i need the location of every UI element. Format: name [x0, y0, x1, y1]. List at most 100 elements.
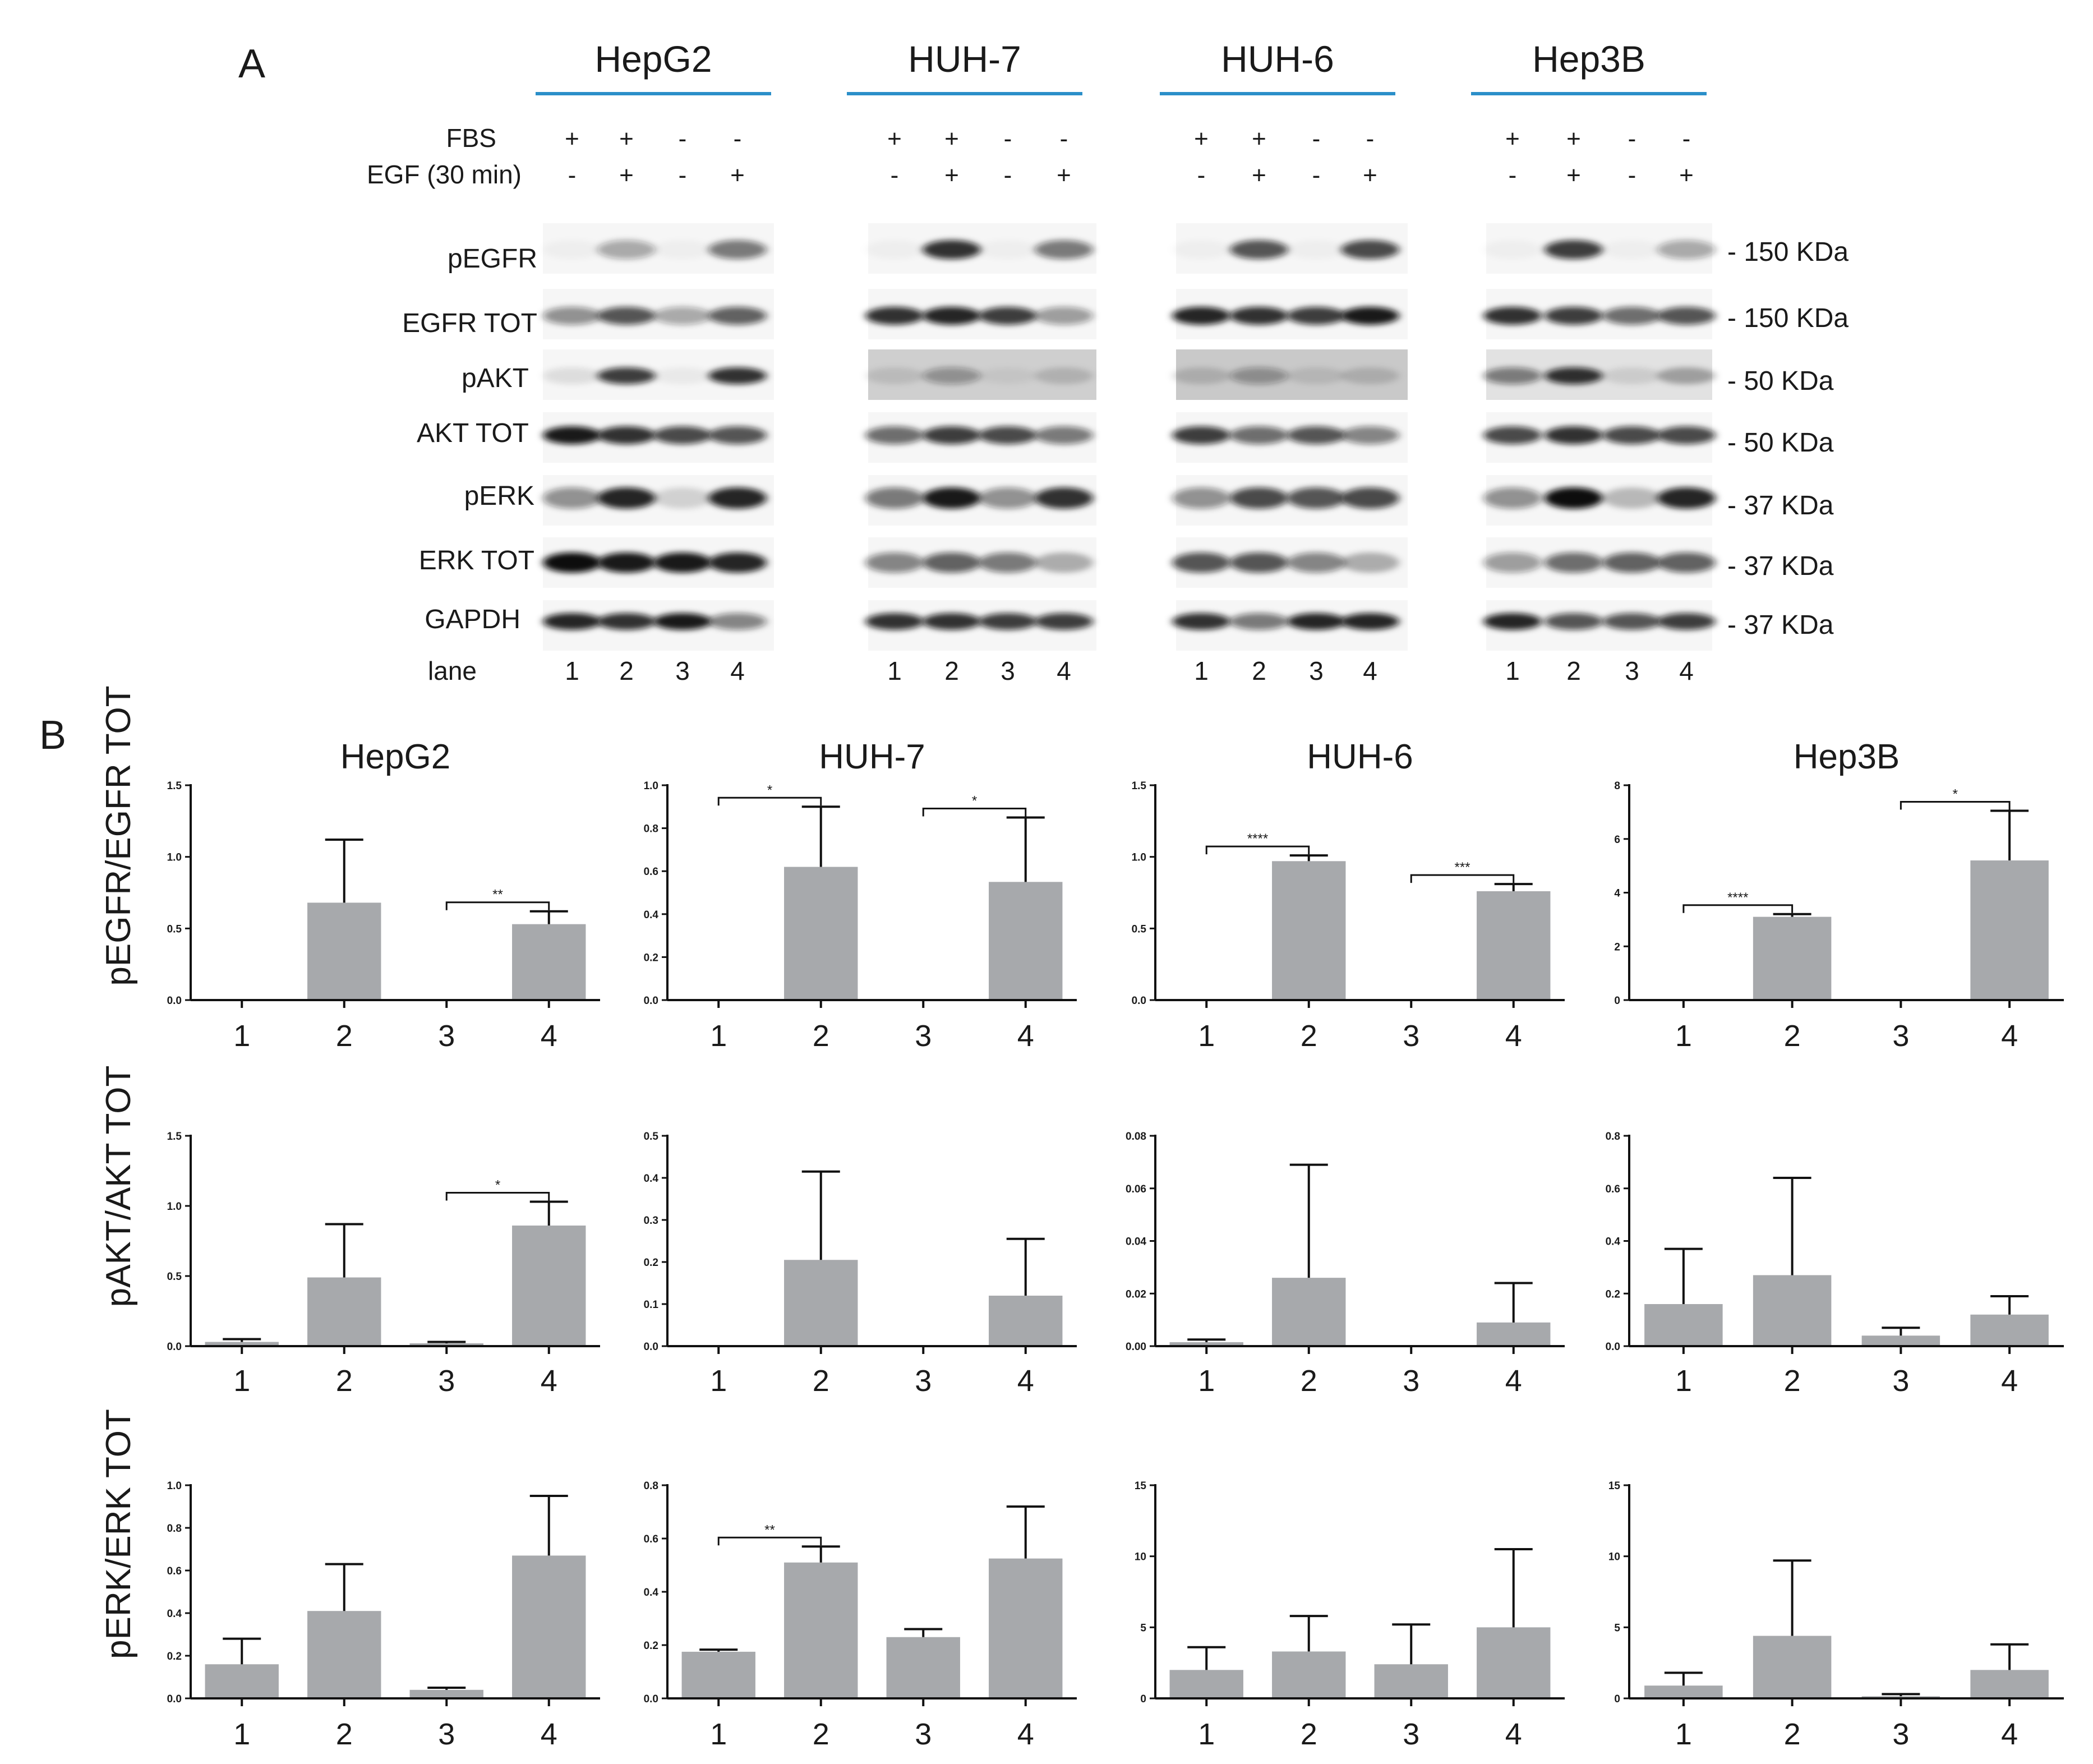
blot-band-gapdh-hep3b-lane-1: [1483, 613, 1542, 630]
chart-title-huh-7: HUH-7: [819, 738, 925, 776]
bar-perk-erk-tot-huh-6-3: [1374, 1664, 1448, 1698]
blot-band-egfr-tot-huh-7-lane-3: [979, 307, 1037, 325]
y-tick-label-pakt-akt-tot-hepg2-2: 1.0: [167, 1201, 182, 1213]
blot-band-akt-tot-hepg2-lane-4: [708, 426, 767, 444]
blot-band-erk-tot-huh-6-lane-1: [1172, 552, 1230, 573]
y-tick-label-pegfr-egfr-tot-hep3b-3: 6: [1614, 834, 1620, 846]
blot-band-erk-tot-huh-6-lane-3: [1287, 552, 1345, 573]
bar-pakt-akt-tot-hepg2-4: [512, 1226, 586, 1346]
row-label-perk: pERK: [464, 481, 534, 511]
blot-band-pakt-hepg2-lane-3: [653, 367, 712, 384]
x-tick-label-pakt-akt-tot-huh-6-2: 2: [1301, 1364, 1317, 1398]
x-tick-label-pakt-akt-tot-hepg2-3: 3: [438, 1364, 455, 1398]
cell-line-headers: HepG2 HUH-7 HUH-6 Hep3B: [536, 38, 1707, 95]
significance-bracket-pegfr-egfr-tot-huh-7-0: [717, 796, 822, 806]
x-tick-label-pegfr-egfr-tot-hepg2-1: 1: [233, 1019, 250, 1053]
blot-band-gapdh-huh-6-lane-1: [1172, 613, 1230, 630]
condition-signs: + + - - + + - - + + - - + + - - - + - + - + - + - + - + - + - +: [565, 125, 1694, 189]
y-tick-label-pakt-akt-tot-huh-6-3: 0.06: [1126, 1183, 1146, 1195]
blot-band-pegfr-huh-7-lane-4: [1035, 240, 1093, 259]
lane-number-huh-6-2: 2: [1252, 656, 1266, 685]
condition-sign-egf-30-min-hepg2-lane-4: +: [730, 162, 745, 189]
bar-perk-erk-tot-hep3b-1: [1644, 1685, 1723, 1698]
y-axis-label-pegfr-ratio: pEGFR/EGFR TOT: [99, 685, 138, 985]
lane-number-hepg2-1: 1: [565, 656, 579, 685]
blot-band-gapdh-hep3b-lane-2: [1545, 613, 1603, 630]
y-tick-label-pakt-akt-tot-hepg2-0: 0.0: [167, 1341, 182, 1353]
bar-pakt-akt-tot-hep3b-3: [1861, 1335, 1940, 1346]
blot-band-perk-huh-7-lane-4: [1035, 487, 1093, 509]
bar-chart-pegfr-egfr-tot-huh-6: HUH-60.00.51.01.51 2 3 4*******: [1132, 738, 1565, 1053]
bar-perk-erk-tot-hepg2-1: [205, 1664, 279, 1698]
significance-stars-pegfr-egfr-tot-hep3b-1: *: [1953, 786, 1958, 802]
blot-band-gapdh-hepg2-lane-4: [708, 613, 767, 630]
x-tick-label-pegfr-egfr-tot-hepg2-4: 4: [541, 1019, 557, 1053]
condition-sign-fbs-huh-7-lane-3: -: [1004, 125, 1012, 153]
y-tick-label-perk-erk-tot-huh-7-2: 0.4: [644, 1587, 659, 1599]
blot-band-akt-tot-hepg2-lane-1: [543, 426, 601, 444]
x-tick-label-pegfr-egfr-tot-huh-6-1: 1: [1198, 1019, 1215, 1053]
blot-band-pakt-huh-7-lane-3: [979, 367, 1037, 384]
y-tick-label-perk-erk-tot-hepg2-4: 0.8: [167, 1523, 182, 1535]
condition-sign-fbs-hep3b-lane-3: -: [1628, 125, 1636, 153]
blot-band-erk-tot-huh-7-lane-3: [979, 552, 1037, 573]
blot-title-hep3b: Hep3B: [1532, 38, 1645, 80]
bar-pegfr-egfr-tot-hepg2-2: [307, 902, 381, 1000]
lane-number-huh-6-4: 4: [1363, 656, 1377, 685]
blot-band-egfr-tot-huh-6-lane-2: [1230, 307, 1288, 325]
blot-band-egfr-tot-huh-7-lane-2: [923, 307, 981, 325]
blot-band-pakt-hepg2-lane-1: [543, 367, 601, 384]
x-tick-label-pakt-akt-tot-huh-7-4: 4: [1017, 1364, 1034, 1398]
blot-band-akt-tot-hepg2-lane-2: [597, 426, 656, 444]
condition-sign-fbs-huh-6-lane-3: -: [1312, 125, 1321, 153]
y-tick-label-pakt-akt-tot-hepg2-3: 1.5: [167, 1131, 182, 1143]
y-tick-label-pakt-akt-tot-huh-6-0: 0.00: [1126, 1341, 1146, 1353]
x-tick-label-perk-erk-tot-huh-6-2: 2: [1301, 1717, 1317, 1751]
y-tick-label-pegfr-egfr-tot-huh-6-2: 1.0: [1132, 852, 1146, 864]
blot-band-pegfr-hep3b-lane-3: [1603, 240, 1661, 259]
condition-sign-egf-30-min-huh-7-lane-3: -: [1004, 162, 1012, 189]
y-tick-label-perk-erk-tot-hepg2-0: 0.0: [167, 1693, 182, 1705]
blot-band-akt-tot-hepg2-lane-3: [653, 426, 712, 444]
significance-stars-perk-erk-tot-huh-7-0: **: [764, 1522, 775, 1537]
lane-numbers: 1 2 3 4 1 2 3 4 1 2 3 4 1 2 3 4: [565, 656, 1694, 685]
y-tick-label-pakt-akt-tot-hep3b-3: 0.6: [1606, 1183, 1620, 1195]
x-tick-label-pegfr-egfr-tot-huh-6-3: 3: [1403, 1019, 1419, 1053]
x-tick-label-perk-erk-tot-huh-6-3: 3: [1403, 1717, 1419, 1751]
significance-bracket-pegfr-egfr-tot-hep3b-0: [1682, 904, 1794, 913]
bar-pakt-akt-tot-hepg2-2: [307, 1277, 381, 1346]
significance-stars-pegfr-egfr-tot-huh-7-1: *: [972, 793, 977, 808]
y-tick-label-perk-erk-tot-hep3b-2: 10: [1608, 1551, 1620, 1563]
blot-band-egfr-tot-hepg2-lane-2: [597, 307, 656, 325]
condition-label-egf: EGF (30 min): [367, 160, 522, 189]
blot-band-pegfr-hepg2-lane-3: [653, 240, 712, 259]
condition-sign-egf-30-min-hep3b-lane-3: -: [1628, 162, 1636, 189]
y-tick-label-pegfr-egfr-tot-huh-6-1: 0.5: [1132, 923, 1147, 935]
blot-band-egfr-tot-huh-6-lane-4: [1341, 307, 1399, 325]
condition-sign-fbs-hepg2-lane-3: -: [679, 125, 687, 153]
x-tick-label-perk-erk-tot-hepg2-1: 1: [233, 1717, 250, 1751]
bar-chart-perk-erk-tot-huh-6: 0 5 10 15 1 2 3 4: [1135, 1480, 1565, 1751]
significance-bracket-pegfr-egfr-tot-huh-6-1: [1410, 874, 1515, 883]
y-tick-label-perk-erk-tot-huh-7-4: 0.8: [644, 1480, 658, 1492]
blot-band-akt-tot-hep3b-lane-4: [1657, 426, 1716, 444]
blot-band-erk-tot-huh-7-lane-1: [865, 552, 924, 573]
bar-pakt-akt-tot-huh-6-2: [1272, 1278, 1346, 1346]
blot-band-akt-tot-hep3b-lane-1: [1483, 426, 1542, 444]
blot-band-erk-tot-hepg2-lane-2: [597, 552, 656, 573]
blot-band-erk-tot-huh-7-lane-4: [1035, 552, 1093, 573]
condition-sign-fbs-huh-6-lane-2: +: [1252, 125, 1266, 153]
bar-perk-erk-tot-hepg2-3: [409, 1689, 483, 1698]
condition-sign-fbs-huh-7-lane-1: +: [887, 125, 902, 153]
bar-pakt-akt-tot-hepg2-3: [409, 1343, 483, 1346]
lane-number-huh-7-1: 1: [887, 656, 902, 685]
blot-band-perk-huh-7-lane-2: [923, 487, 981, 509]
condition-sign-fbs-hep3b-lane-1: +: [1505, 125, 1520, 153]
chart-title-hepg2: HepG2: [340, 738, 450, 776]
y-tick-label-perk-erk-tot-huh-7-3: 0.6: [644, 1533, 658, 1545]
y-tick-label-pakt-akt-tot-huh-7-5: 0.5: [644, 1131, 659, 1143]
blot-band-perk-huh-6-lane-3: [1287, 487, 1345, 509]
y-tick-label-perk-erk-tot-huh-7-0: 0.0: [644, 1693, 658, 1705]
blot-band-gapdh-huh-7-lane-1: [865, 613, 924, 630]
y-tick-label-perk-erk-tot-hep3b-3: 15: [1608, 1480, 1621, 1492]
